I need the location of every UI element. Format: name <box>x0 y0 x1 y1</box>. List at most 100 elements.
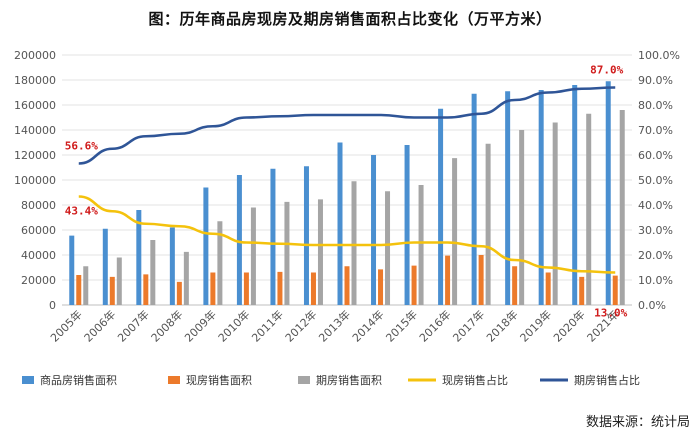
bar-presale <box>452 158 458 305</box>
annotation-label: 13.0% <box>594 307 627 320</box>
bar-completed <box>411 265 417 305</box>
x-tick-label: 2007年 <box>114 307 151 344</box>
bar-presale <box>485 143 491 305</box>
bar-total <box>471 93 477 305</box>
y-left-tick-label: 20000 <box>21 274 56 287</box>
y-right-tick-label: 100.0% <box>638 49 680 62</box>
y-left-tick-label: 200000 <box>14 49 56 62</box>
line-series-group <box>78 86 616 274</box>
y-left-tick-label: 80000 <box>21 199 56 212</box>
x-tick-label: 2015年 <box>383 307 420 344</box>
line-presale-ratio <box>78 86 616 165</box>
y-right-tick-label: 20.0% <box>638 249 673 262</box>
bar-presale <box>150 240 156 305</box>
bar-presale <box>317 199 323 305</box>
x-tick-label: 2019年 <box>517 307 554 344</box>
bar-presale <box>217 221 223 305</box>
bar-total <box>236 175 242 305</box>
y-left-tick-label: 60000 <box>21 224 56 237</box>
bar-total <box>505 91 511 305</box>
y-right-tick-label: 70.0% <box>638 124 673 137</box>
x-tick-label: 2020年 <box>550 307 587 344</box>
y-right-tick-label: 0.0% <box>638 299 666 312</box>
legend-swatch <box>22 376 34 384</box>
bar-presale <box>83 266 89 305</box>
bar-completed <box>243 272 249 305</box>
legend-swatch <box>168 376 180 384</box>
y-right-tick-label: 40.0% <box>638 199 673 212</box>
bar-completed <box>344 266 350 305</box>
x-tick-label: 2006年 <box>81 307 118 344</box>
bar-completed <box>445 255 451 305</box>
bar-total <box>102 228 108 305</box>
bar-presale <box>519 130 525 305</box>
y-left-tick-label: 140000 <box>14 124 56 137</box>
y-right-tick-label: 80.0% <box>638 99 673 112</box>
bar-presale <box>586 113 592 305</box>
y-right-tick-label: 30.0% <box>638 224 673 237</box>
bar-presale <box>552 122 558 305</box>
y-left-tick-label: 0 <box>49 299 56 312</box>
bar-total <box>572 85 578 305</box>
x-tick-label: 2014年 <box>349 307 386 344</box>
bar-completed <box>143 274 149 305</box>
y-axis-right: 0.0% 10.0% 20.0% 30.0% 40.0% 50.0% 60.0% 70.0% 8… <box>638 49 680 312</box>
bar-presale <box>619 110 625 305</box>
annotation-label: 87.0% <box>590 64 623 77</box>
bar-series-group <box>69 81 625 305</box>
bar-total <box>69 235 75 305</box>
y-right-tick-label: 10.0% <box>638 274 673 287</box>
bar-presale <box>116 257 122 305</box>
x-tick-label: 2018年 <box>483 307 520 344</box>
bar-total <box>337 142 343 305</box>
legend-label: 现房销售面积 <box>186 373 252 387</box>
bar-completed <box>76 275 82 305</box>
bar-total <box>203 187 209 305</box>
x-tick-label: 2010年 <box>215 307 252 344</box>
bar-completed <box>109 276 115 305</box>
legend-label: 现房销售占比 <box>442 373 508 387</box>
bar-presale <box>418 185 424 305</box>
x-tick-label: 2008年 <box>148 307 185 344</box>
bar-presale <box>250 207 256 305</box>
annotation-label: 56.6% <box>65 140 98 153</box>
bar-total <box>303 166 309 305</box>
bar-completed <box>210 272 216 305</box>
chart-title: 图：历年商品房现房及期房销售面积占比变化（万平方米） <box>148 10 552 28</box>
bar-completed <box>310 272 316 305</box>
y-right-tick-label: 60.0% <box>638 149 673 162</box>
legend-label: 商品房销售面积 <box>40 373 117 387</box>
bar-presale <box>183 251 189 305</box>
y-left-tick-label: 100000 <box>14 174 56 187</box>
bar-completed <box>176 281 182 305</box>
x-tick-label: 2011年 <box>249 307 286 344</box>
bar-presale <box>385 191 391 305</box>
x-axis-labels: 2005年2006年2007年2008年2009年2010年2011年2012年… <box>47 307 621 344</box>
legend: 商品房销售面积 现房销售面积 期房销售面积 现房销售占比 期房销售占比 <box>22 373 640 387</box>
bar-presale <box>284 201 290 305</box>
bar-total <box>136 210 142 305</box>
bar-total <box>270 168 276 305</box>
bar-completed <box>545 272 551 305</box>
bar-completed <box>378 269 384 305</box>
bar-total <box>605 81 611 305</box>
legend-label: 期房销售占比 <box>574 373 640 387</box>
x-tick-label: 2009年 <box>182 307 219 344</box>
legend-swatch <box>298 376 310 384</box>
bar-completed <box>612 275 618 305</box>
annotation-label: 43.4% <box>65 205 98 218</box>
bar-completed <box>277 271 283 305</box>
y-left-tick-label: 40000 <box>21 249 56 262</box>
legend-label: 期房销售面积 <box>316 373 382 387</box>
bar-completed <box>579 276 585 305</box>
bar-total <box>438 108 444 305</box>
x-tick-label: 2005年 <box>47 307 84 344</box>
bar-total <box>371 155 377 305</box>
bar-completed <box>478 255 484 305</box>
y-left-tick-label: 180000 <box>14 74 56 87</box>
x-tick-label: 2017年 <box>450 307 487 344</box>
x-tick-label: 2012年 <box>282 307 319 344</box>
bar-total <box>169 227 175 305</box>
bar-total <box>538 90 544 305</box>
